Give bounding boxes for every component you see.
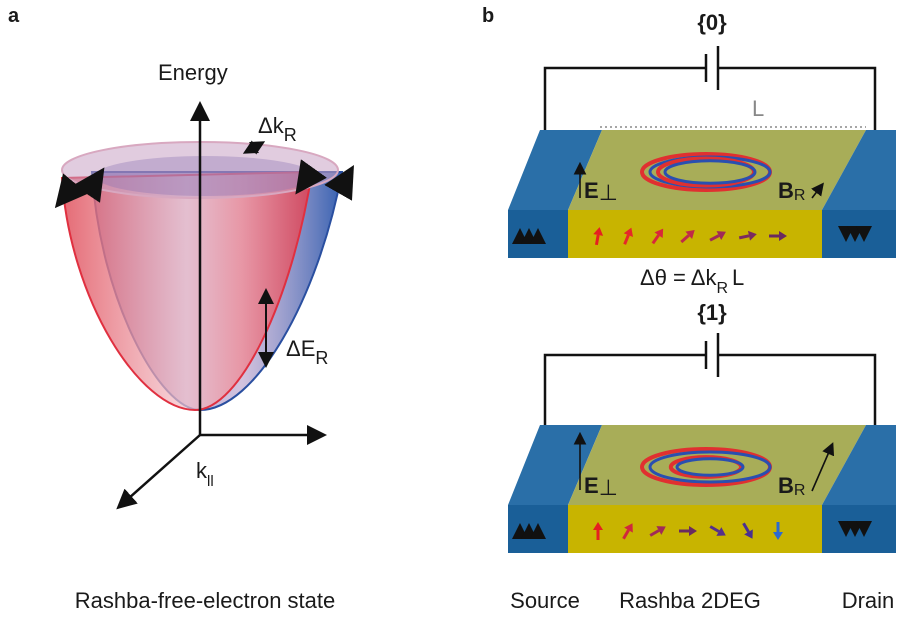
e-field-text: E xyxy=(584,178,599,203)
state-label: {0} xyxy=(697,10,727,35)
channel-top xyxy=(568,425,866,505)
orbit xyxy=(663,159,757,185)
spin-arrow-head xyxy=(773,532,783,540)
spin-arrow-head xyxy=(685,229,695,240)
spin-arrow-head xyxy=(747,230,757,241)
spin-arrow-head xyxy=(593,227,604,236)
axes xyxy=(116,101,327,510)
energy-label: Energy xyxy=(158,60,228,85)
de-label: ΔER xyxy=(286,336,328,368)
channel-front xyxy=(568,210,822,258)
device: E⊥ BR xyxy=(508,46,896,258)
channel-top xyxy=(568,130,866,210)
drain-top xyxy=(822,130,896,210)
spin-arrow-head xyxy=(656,526,666,535)
dk-sub: R xyxy=(284,125,297,145)
spin-arrow xyxy=(709,525,720,533)
spin-arrow-head xyxy=(623,227,634,237)
k-sub: ll xyxy=(207,473,214,490)
wire xyxy=(718,353,877,435)
spin-arrow-head xyxy=(593,522,603,530)
spin-arrow-head xyxy=(654,228,664,239)
caption: Drain xyxy=(842,588,895,613)
b-field-label: BR xyxy=(778,178,805,204)
caption: Rashba 2DEG xyxy=(619,588,761,613)
spin-arrow-head xyxy=(689,526,697,536)
phase-sub: R xyxy=(716,280,728,297)
dk-text: Δk xyxy=(258,113,285,138)
spin-arrow xyxy=(742,522,750,533)
spin-arrow xyxy=(649,529,660,537)
spin-arrow-head xyxy=(744,529,753,539)
e-field-text: E xyxy=(584,473,599,498)
dk-label: ΔkR xyxy=(258,113,297,145)
spin-arrow xyxy=(738,234,750,240)
length-label: L xyxy=(752,96,764,121)
b-field-sub: R xyxy=(794,482,806,499)
caption: Source xyxy=(510,588,580,613)
wire xyxy=(543,353,706,435)
b-field-text: B xyxy=(778,178,794,203)
de-text: ΔE xyxy=(286,336,315,361)
k-label: kll xyxy=(196,458,214,490)
spin-arrow-head xyxy=(779,231,787,241)
spin-arrow xyxy=(651,234,660,245)
orbit xyxy=(668,455,744,479)
spin-arrow xyxy=(622,529,630,540)
b-field-label: BR xyxy=(778,473,805,499)
drain-top xyxy=(822,425,896,505)
b-field-arrow xyxy=(811,442,835,492)
channel-front xyxy=(568,505,822,553)
wire xyxy=(543,66,706,140)
source-top xyxy=(508,130,602,210)
b-field-sub: R xyxy=(794,187,806,204)
paraboloids xyxy=(54,141,354,412)
device: E⊥ BR xyxy=(508,333,896,553)
caption: Rashba-free-electron state xyxy=(75,588,335,613)
wire xyxy=(718,66,877,140)
e-field-label: E⊥ xyxy=(584,178,618,205)
phase-tail: L xyxy=(732,265,744,290)
de-sub: R xyxy=(315,348,328,368)
spin-arrow xyxy=(680,234,690,244)
phase-text: Δθ = Δk xyxy=(640,265,717,290)
e-field-sub: ⊥ xyxy=(599,180,618,205)
k-text: k xyxy=(196,458,208,483)
source-top xyxy=(508,425,602,505)
b-field-text: B xyxy=(778,473,794,498)
drain-front xyxy=(822,505,896,553)
spin-arrow xyxy=(623,234,630,245)
e-field-label: E⊥ xyxy=(584,473,618,500)
state-label: {1} xyxy=(697,300,727,325)
spin-arrow xyxy=(594,234,600,246)
orbit xyxy=(648,450,772,484)
spin-arrow-head xyxy=(716,231,726,240)
orbit xyxy=(675,457,745,477)
phase-label: Δθ = ΔkR L xyxy=(640,265,744,297)
e-field-sub: ⊥ xyxy=(599,475,618,500)
spin-arrow-head xyxy=(624,523,633,533)
spin-arrow-head xyxy=(716,527,726,536)
drain-front xyxy=(822,210,896,258)
spin-arrow xyxy=(709,234,720,242)
panel-label: a xyxy=(8,5,20,27)
b-field-arrow xyxy=(811,182,824,199)
panel-label: b xyxy=(482,5,494,27)
